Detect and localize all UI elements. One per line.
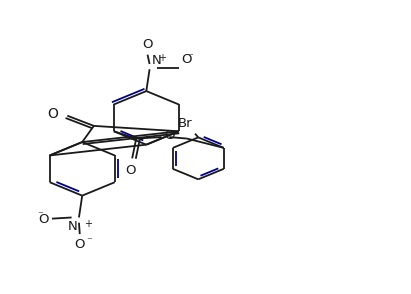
Text: O: O [39, 213, 49, 226]
Text: +: + [158, 53, 166, 63]
Text: N: N [68, 220, 78, 233]
Text: +: + [84, 219, 92, 229]
Text: ⁻: ⁻ [187, 53, 194, 63]
Text: O: O [125, 163, 136, 177]
Text: ⁻: ⁻ [86, 237, 92, 247]
Text: N: N [152, 54, 162, 67]
Text: O: O [142, 38, 153, 51]
Text: Br: Br [178, 117, 193, 130]
Text: ⁻: ⁻ [37, 210, 43, 220]
Text: O: O [181, 53, 192, 66]
Text: O: O [47, 107, 58, 121]
Text: O: O [74, 238, 85, 251]
Text: O: O [164, 129, 175, 142]
